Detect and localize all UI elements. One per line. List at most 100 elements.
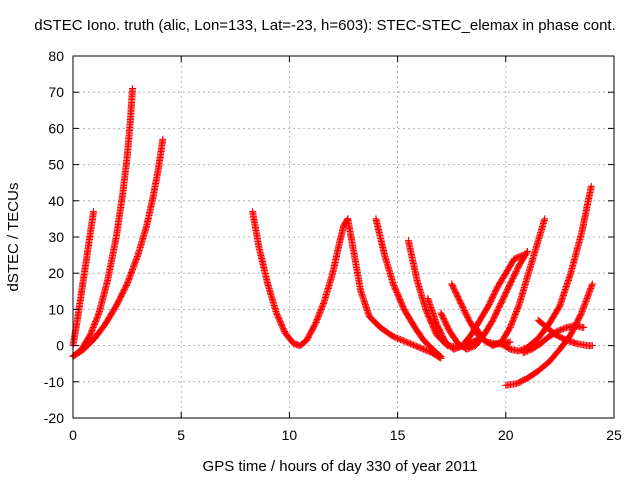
series-pass-06 <box>372 215 445 360</box>
x-axis-ticks: 0 5 10 15 20 25 <box>69 56 622 443</box>
data-point <box>469 343 477 351</box>
data-point <box>394 334 402 342</box>
data-point <box>561 324 569 332</box>
data-point <box>417 344 425 352</box>
data-point <box>412 342 420 350</box>
series-pass-10 <box>437 247 531 353</box>
data-point <box>319 301 327 309</box>
data-point <box>129 85 137 93</box>
data-point <box>437 352 445 360</box>
data-point <box>317 305 325 313</box>
y-axis-label: dSTEC / TECUs <box>5 183 22 292</box>
data-point <box>523 249 531 257</box>
data-point <box>409 341 417 349</box>
data-point <box>92 318 100 326</box>
series-pass-05 <box>344 215 445 362</box>
data-point <box>315 310 323 318</box>
x-tick-label: 25 <box>606 427 622 443</box>
data-point <box>541 215 549 223</box>
data-point <box>90 208 98 216</box>
data-point <box>509 316 517 324</box>
data-point <box>414 343 422 351</box>
data-point <box>422 346 430 354</box>
y-tick-label: 20 <box>48 265 64 281</box>
data-point <box>514 303 522 311</box>
data-point <box>467 343 475 351</box>
data-point <box>560 325 568 333</box>
data-point <box>513 306 521 314</box>
data-point <box>395 335 403 343</box>
data-point <box>87 329 95 337</box>
data-point <box>463 345 471 353</box>
data-points <box>69 85 596 389</box>
data-point <box>558 325 566 333</box>
y-tick-label: -20 <box>44 410 64 426</box>
data-point <box>89 324 97 331</box>
data-point <box>159 135 167 143</box>
data-point <box>89 325 97 333</box>
data-point <box>317 307 325 315</box>
x-axis-label: GPS time / hours of day 330 of year 2011 <box>203 458 478 475</box>
data-point <box>510 313 518 321</box>
data-point <box>90 322 98 330</box>
data-point <box>588 280 596 288</box>
data-point <box>506 338 514 346</box>
data-point <box>512 309 520 317</box>
data-point <box>314 313 322 321</box>
data-point <box>506 324 514 331</box>
data-point <box>522 348 530 356</box>
x-tick-label: 0 <box>69 427 77 443</box>
data-point <box>313 316 321 324</box>
data-point <box>510 315 518 323</box>
y-tick-label: 30 <box>48 229 64 245</box>
data-point <box>513 254 521 262</box>
series-pass-09 <box>424 251 527 353</box>
data-point <box>415 343 423 351</box>
data-point <box>88 326 96 334</box>
series-pass-02 <box>69 85 137 360</box>
series-pass-11 <box>472 215 549 350</box>
data-point <box>314 314 322 322</box>
data-point <box>405 339 413 347</box>
data-point <box>519 349 527 357</box>
series-pass-04 <box>249 208 352 350</box>
data-point <box>557 326 565 334</box>
x-tick-label: 10 <box>282 427 298 443</box>
data-point <box>408 340 416 348</box>
data-point <box>407 340 415 348</box>
data-point <box>587 182 595 190</box>
data-point <box>92 316 100 324</box>
data-point <box>402 338 410 346</box>
data-point <box>418 345 426 353</box>
chart-title: dSTEC Iono. truth (alic, Lon=133, Lat=-2… <box>34 17 616 34</box>
y-axis-ticks: -20 -10 0 10 20 30 40 50 60 70 80 <box>44 48 614 426</box>
data-point <box>401 337 409 345</box>
data-point <box>389 333 397 341</box>
data-point <box>580 324 588 331</box>
y-tick-label: 10 <box>48 301 64 317</box>
data-point <box>588 342 596 350</box>
x-tick-label: 15 <box>390 427 406 443</box>
data-point <box>319 300 327 308</box>
data-point <box>91 319 99 327</box>
series-pass-01 <box>69 208 98 350</box>
data-point <box>318 303 326 311</box>
series-pass-03 <box>69 135 167 360</box>
y-tick-label: 40 <box>48 193 64 209</box>
data-point <box>411 342 419 350</box>
data-point <box>391 333 399 341</box>
data-point <box>318 304 326 312</box>
data-point <box>86 331 94 339</box>
data-point <box>313 317 321 325</box>
data-point <box>421 346 429 354</box>
y-tick-label: 70 <box>48 84 64 100</box>
data-point <box>510 255 518 263</box>
data-point <box>399 337 407 345</box>
data-point <box>315 311 323 319</box>
data-point <box>311 320 319 328</box>
y-tick-label: 50 <box>48 157 64 173</box>
data-point <box>507 322 515 330</box>
data-point <box>316 308 324 316</box>
data-point <box>450 345 458 353</box>
